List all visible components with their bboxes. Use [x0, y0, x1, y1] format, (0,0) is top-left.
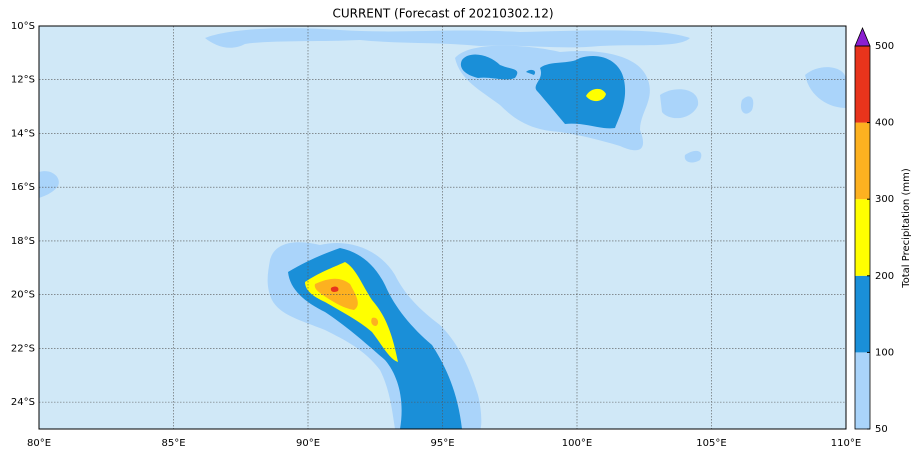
y-tick-label: 24°S — [11, 397, 35, 408]
colorbar-tick-label: 500 — [875, 41, 894, 52]
x-tick-label: 90°E — [296, 438, 320, 449]
colorbar-tick-label: 50 — [875, 424, 888, 435]
colorbar-tick-label: 400 — [875, 118, 894, 129]
colorbar-segment — [855, 46, 870, 123]
x-tick-label: 85°E — [161, 438, 185, 449]
x-tick-label: 95°E — [430, 438, 454, 449]
y-tick-label: 22°S — [11, 343, 35, 354]
title: CURRENT (Forecast of 20210302.12) — [332, 7, 553, 21]
plot-frame — [38, 25, 847, 430]
y-tick-label: 20°S — [11, 290, 35, 301]
colorbar-segment — [855, 199, 870, 276]
extreme-precip — [330, 286, 339, 292]
colorbar-tick-label: 200 — [875, 271, 894, 282]
x-tick-label: 100°E — [562, 438, 592, 449]
very-heavy-precip — [314, 278, 379, 326]
colorbar-extension — [854, 26, 871, 47]
x-tick-label: 105°E — [696, 438, 726, 449]
y-tick-label: 18°S — [11, 236, 35, 247]
colorbar: 50 100 200 300 400 500 — [854, 26, 894, 435]
colorbar-segment — [855, 352, 870, 429]
colorbar-frame — [854, 45, 871, 430]
y-tick-label: 16°S — [11, 182, 35, 193]
y-tick-label: 14°S — [11, 128, 35, 139]
colorbar-label: Total Precipitation (mm) — [901, 168, 912, 289]
y-tick-label: 10°S — [11, 21, 35, 32]
x-tick-label: 110°E — [831, 438, 861, 449]
colorbar-tick-label: 100 — [875, 347, 894, 358]
x-tick-label: 80°E — [27, 438, 51, 449]
colorbar-tick-label: 300 — [875, 194, 894, 205]
colorbar-segment — [855, 275, 870, 353]
y-tick-label: 12°S — [11, 75, 35, 86]
colorbar-segment — [855, 122, 870, 200]
